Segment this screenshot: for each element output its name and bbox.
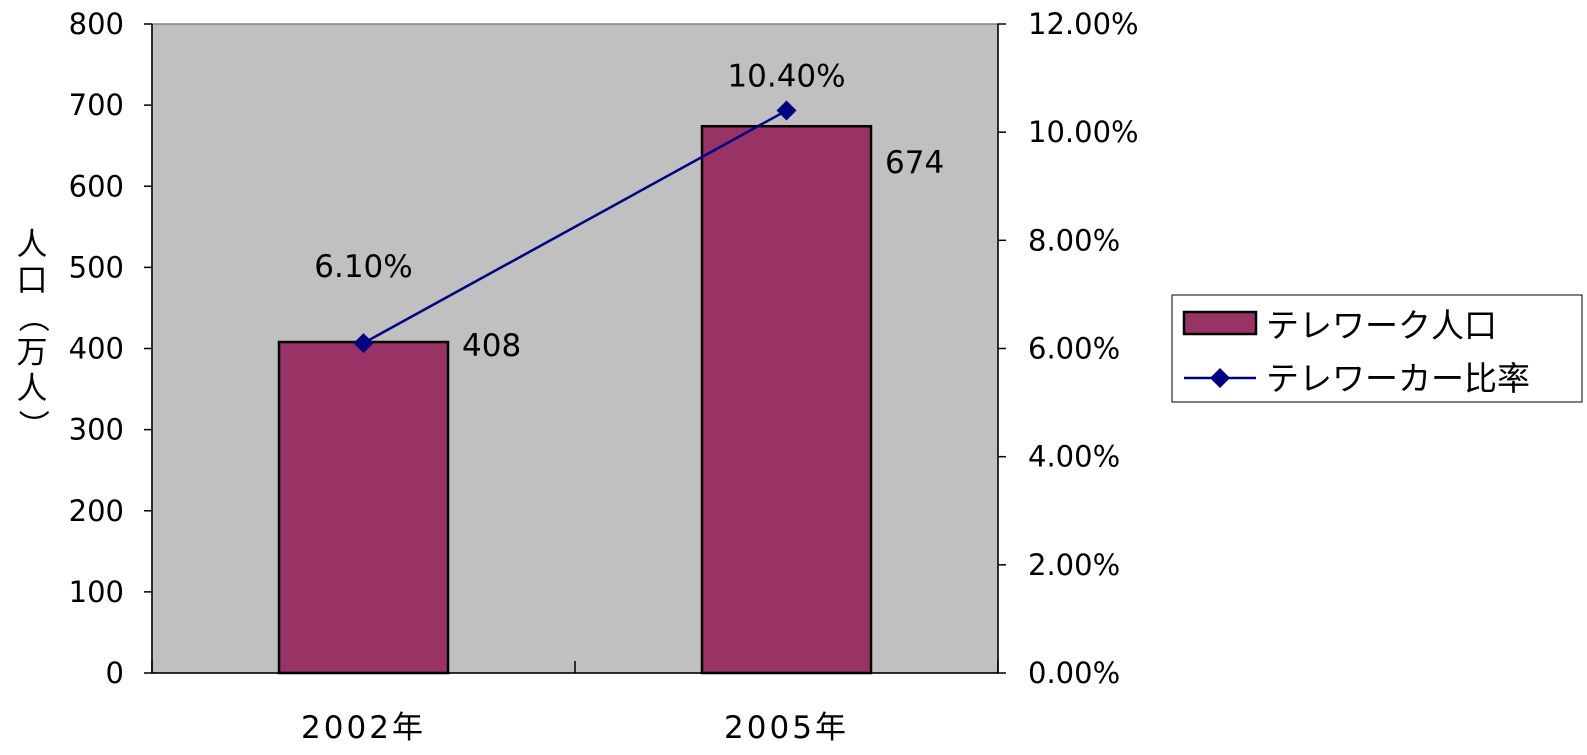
axes-layer: 0 100 200 300 400 500 600 700 800 0.00% 2.00% 4.00%… [69,7,1139,746]
y2-tick-label: 2.00% [1028,548,1120,582]
y2-tick-label: 12.00% [1028,7,1139,41]
y-axis-title-char: 口 [17,263,48,299]
y2-tick-label: 4.00% [1028,440,1120,474]
y-tick-label: 100 [69,575,124,609]
bar [277,340,450,675]
y-tick-label: 700 [69,88,124,122]
bar-value-label: 408 [462,328,521,364]
y2-tick-label: 0.00% [1028,656,1120,690]
y-tick-label: 300 [69,413,124,447]
x-tick-label: 2005年 [724,710,849,746]
legend-line-label: テレワーカー比率 [1266,359,1530,398]
y2-tick-label: 8.00% [1028,223,1120,257]
x-tick-label: 2002年 [301,710,426,746]
y-tick-label: 200 [69,494,124,528]
y-axis-title-char: ） [14,410,50,441]
line-layer [353,100,797,354]
bars-layer [277,124,873,675]
ratio-marker [776,100,797,121]
y-axis-title-char: （ [14,302,50,333]
y-axis-title-char: 人 [17,227,48,263]
legend-bar-swatch [1182,310,1258,336]
bar [700,124,873,675]
y-tick-label: 800 [69,7,124,41]
y2-tick-label: 6.00% [1028,332,1120,366]
ratio-line [362,109,788,345]
legend: テレワーク人口 テレワーカー比率 [1171,294,1583,403]
y-tick-label: 0 [106,656,124,690]
y-tick-label: 400 [69,332,124,366]
y-axis-title-char: 人 [17,371,48,407]
labels-layer: 408 674 6.10% 10.40% [314,59,944,364]
y-axis-title: 人口（万人） [14,227,50,441]
y-tick-label: 500 [69,250,124,284]
y2-tick-label: 10.00% [1028,115,1139,149]
legend-diamond-marker [1210,368,1230,388]
legend-bar-label: テレワーク人口 [1266,306,1497,345]
ratio-value-label: 6.10% [314,249,412,285]
y-tick-label: 600 [69,169,124,203]
ratio-value-label: 10.40% [727,59,845,95]
y-axis-title-char: 万 [17,335,48,371]
bar-value-label: 674 [885,145,944,181]
ratio-marker [353,333,374,354]
